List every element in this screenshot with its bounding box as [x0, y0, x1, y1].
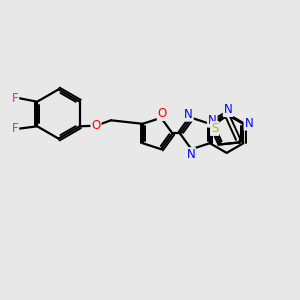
Text: N: N: [224, 103, 233, 116]
Text: N: N: [184, 108, 193, 121]
Text: N: N: [244, 117, 253, 130]
Text: S: S: [211, 122, 218, 135]
Text: O: O: [92, 119, 100, 132]
Text: O: O: [158, 107, 167, 120]
Text: N: N: [186, 148, 195, 161]
Text: N: N: [208, 114, 217, 127]
Text: F: F: [12, 92, 18, 105]
Text: F: F: [12, 122, 18, 135]
